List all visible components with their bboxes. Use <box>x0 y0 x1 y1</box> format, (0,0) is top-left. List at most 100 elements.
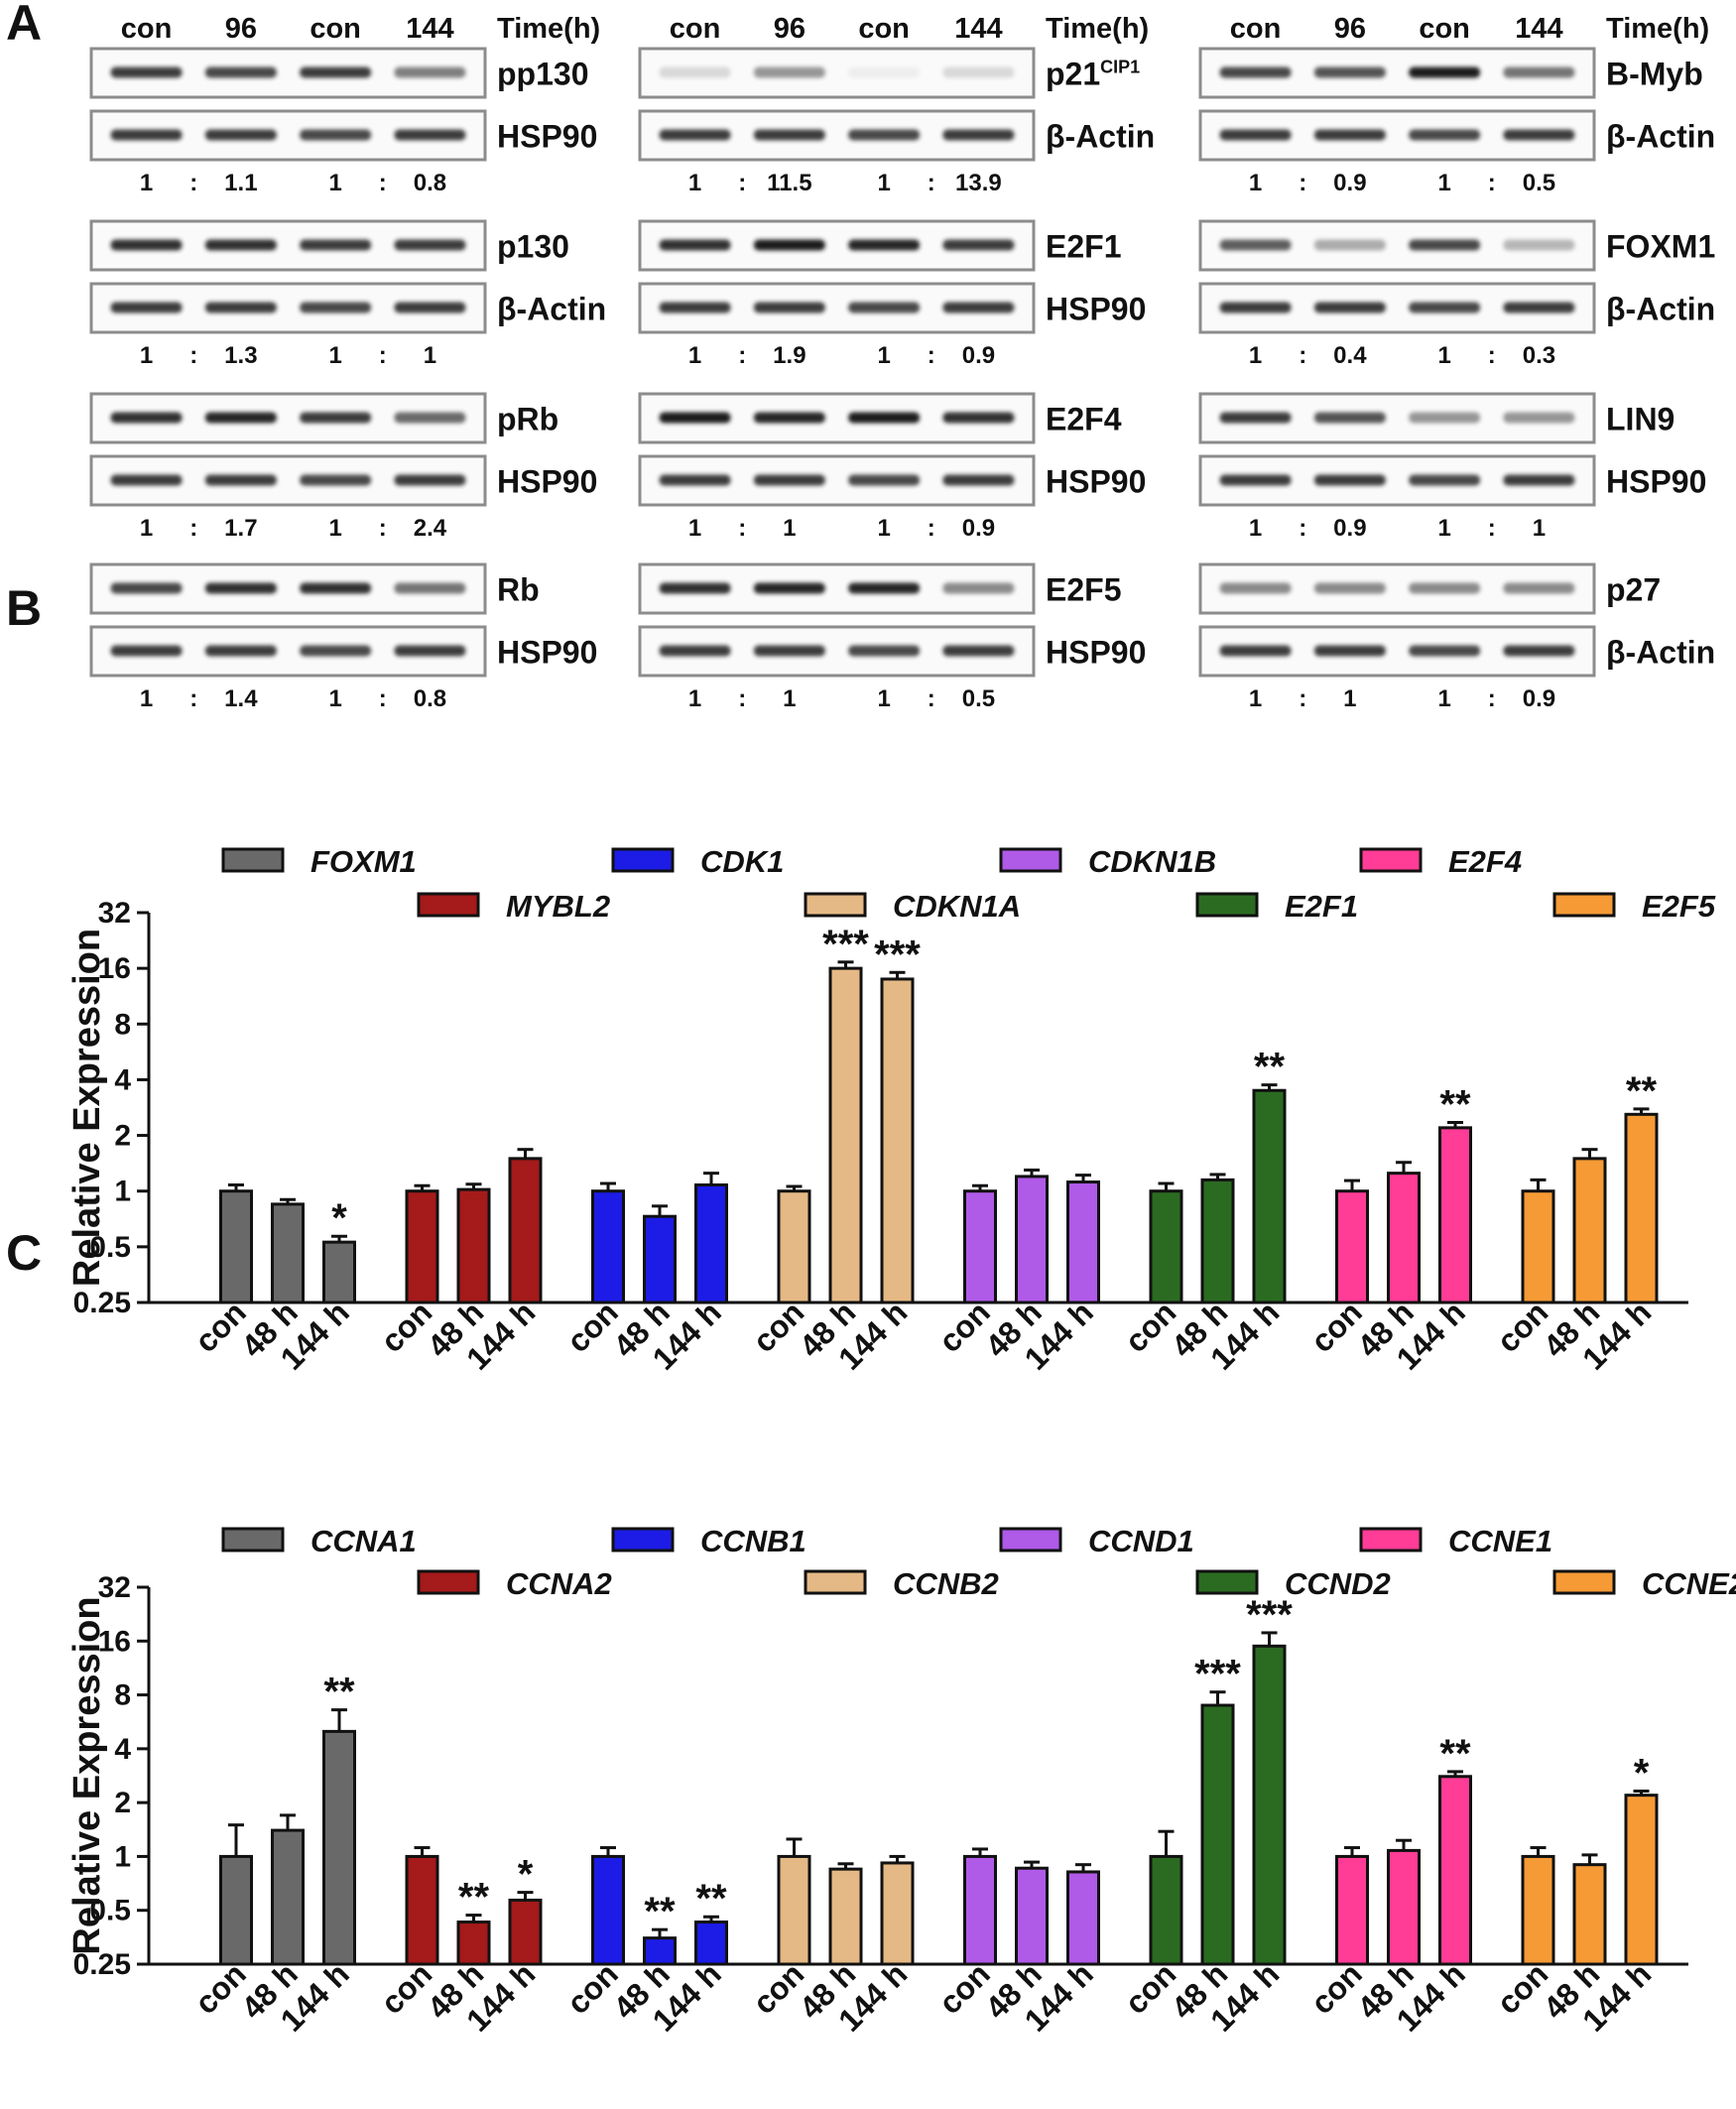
bar <box>1200 1178 1235 1304</box>
loading-control-label: β-Actin <box>1606 292 1715 327</box>
target-protein-label: Rb <box>497 572 540 608</box>
legend-label: CDKN1A <box>893 889 1021 924</box>
lane-header: 96 <box>1334 13 1366 45</box>
protein-band <box>1503 66 1575 78</box>
bar <box>1521 1854 1555 1966</box>
legend-swatch <box>417 892 480 918</box>
protein-band <box>753 645 825 657</box>
densitometry-ratio: : <box>1299 515 1306 542</box>
y-tick-label: 16 <box>98 952 131 985</box>
legend-swatch <box>999 1527 1062 1552</box>
protein-band <box>1219 66 1292 78</box>
densitometry-ratio: 1 <box>877 685 890 712</box>
densitometry-ratio: 1 <box>328 515 341 542</box>
protein-band <box>1409 412 1481 424</box>
legend-swatch <box>1195 1569 1259 1595</box>
bar <box>777 1854 811 1966</box>
protein-band <box>848 302 921 313</box>
target-protein-label: LIN9 <box>1606 402 1674 437</box>
y-tick-label: 1 <box>114 1840 131 1873</box>
bar-group-CDKN1A: con***48 h***144 h <box>746 923 922 1377</box>
densitometry-ratio: 1 <box>140 342 153 369</box>
target-protein-label: E2F4 <box>1046 402 1122 437</box>
densitometry-ratio: 0.9 <box>962 515 995 542</box>
significance-marker: *** <box>874 932 921 976</box>
protein-band <box>1409 474 1481 486</box>
legend-swatch <box>417 1569 480 1595</box>
bar <box>777 1189 811 1304</box>
protein-band <box>204 302 277 313</box>
y-tick-label: 2 <box>114 1787 131 1819</box>
bar <box>963 1189 997 1304</box>
loading-control-label: HSP90 <box>497 119 597 155</box>
protein-band <box>1409 582 1481 594</box>
protein-band <box>394 66 466 78</box>
target-protein-label: pp130 <box>497 57 588 92</box>
protein-band <box>848 474 921 486</box>
significance-marker: ** <box>323 1671 355 1714</box>
panel-letter-B: B <box>6 580 42 636</box>
protein-superscript: CIP1 <box>1100 58 1140 77</box>
protein-band <box>1503 474 1575 486</box>
protein-band <box>394 239 466 251</box>
densitometry-ratio: 0.8 <box>414 685 446 712</box>
protein-band <box>1313 129 1386 141</box>
y-axis-title: Relative Expression <box>66 1596 108 1954</box>
bar <box>322 1240 356 1304</box>
protein-band <box>1503 645 1575 657</box>
significance-marker: * <box>518 1853 534 1897</box>
loading-control-label: HSP90 <box>1606 464 1706 500</box>
protein-band <box>394 302 466 313</box>
protein-band <box>1313 66 1386 78</box>
protein-band <box>1313 412 1386 424</box>
bar <box>1066 1180 1100 1304</box>
bar <box>1387 1172 1421 1304</box>
bar <box>591 1854 625 1966</box>
bar <box>1066 1870 1100 1966</box>
significance-marker: ** <box>644 1890 676 1933</box>
bar-group-CCND2: con***48 h***144 h <box>1118 1593 1294 2039</box>
panel-letter-C: C <box>6 1225 42 1281</box>
densitometry-ratio: 1 <box>1249 342 1262 369</box>
protein-band <box>204 66 277 78</box>
densitometry-ratio: : <box>738 685 746 712</box>
target-protein-label: E2F1 <box>1046 229 1121 265</box>
densitometry-ratio: 1 <box>1249 170 1262 196</box>
legend-label: CCNA1 <box>310 1524 417 1558</box>
lane-header: 96 <box>225 13 257 45</box>
protein-band <box>204 239 277 251</box>
legend-label: CCND1 <box>1088 1524 1194 1558</box>
protein-band <box>300 239 372 251</box>
protein-band <box>300 474 372 486</box>
y-tick-label: 4 <box>114 1733 131 1766</box>
protein-band <box>659 302 731 313</box>
protein-band <box>204 645 277 657</box>
densitometry-ratio: 1 <box>1437 515 1450 542</box>
legend-label: CCNE1 <box>1448 1524 1552 1558</box>
protein-band <box>942 412 1015 424</box>
protein-band <box>1409 239 1481 251</box>
densitometry-ratio: 1 <box>688 515 701 542</box>
bar <box>1149 1189 1183 1304</box>
densitometry-ratio: : <box>1299 170 1306 196</box>
target-protein-label: p130 <box>497 229 569 265</box>
bar <box>591 1189 625 1304</box>
bar <box>1015 1866 1049 1966</box>
significance-marker: *** <box>822 923 869 966</box>
target-protein-label: B-Myb <box>1606 57 1703 92</box>
y-tick-label: 0.5 <box>89 1895 131 1927</box>
bar <box>1335 1189 1369 1304</box>
protein-band <box>300 129 372 141</box>
bar <box>1572 1157 1607 1304</box>
densitometry-ratio: 1 <box>140 170 153 196</box>
densitometry-ratio: : <box>928 342 935 369</box>
protein-band <box>1503 582 1575 594</box>
